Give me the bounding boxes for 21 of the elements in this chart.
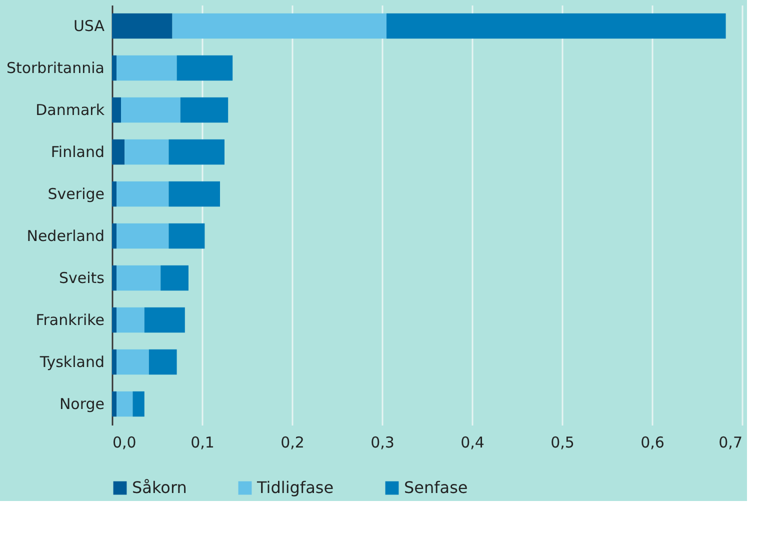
y-tick-label: Finland: [50, 143, 104, 161]
x-tick-label: 0,4: [460, 434, 484, 452]
y-tick-label: Tyskland: [38, 353, 104, 371]
y-tick-label: Sverige: [48, 185, 104, 203]
y-tick-label: Nederland: [26, 227, 104, 245]
legend-label: Tidligfase: [256, 478, 334, 497]
x-tick-label: 0,5: [550, 434, 574, 452]
y-tick-label: Frankrike: [36, 311, 104, 329]
x-tick-label: 0,6: [640, 434, 664, 452]
x-tick-label: 0,7: [718, 434, 742, 452]
x-tick-label: 0,1: [190, 434, 214, 452]
y-tick-label: Danmark: [36, 101, 105, 119]
x-tick-label: 0,0: [112, 434, 136, 452]
y-tick-label: Norge: [59, 395, 104, 413]
x-tick-label: 0,3: [370, 434, 394, 452]
y-tick-label: Sveits: [59, 269, 105, 287]
legend-label: Senfase: [404, 478, 468, 497]
y-tick-label: Storbritannia: [6, 59, 104, 77]
y-tick-label: USA: [73, 17, 106, 35]
legend-label: Såkorn: [132, 478, 187, 497]
x-tick-label: 0,2: [280, 434, 304, 452]
